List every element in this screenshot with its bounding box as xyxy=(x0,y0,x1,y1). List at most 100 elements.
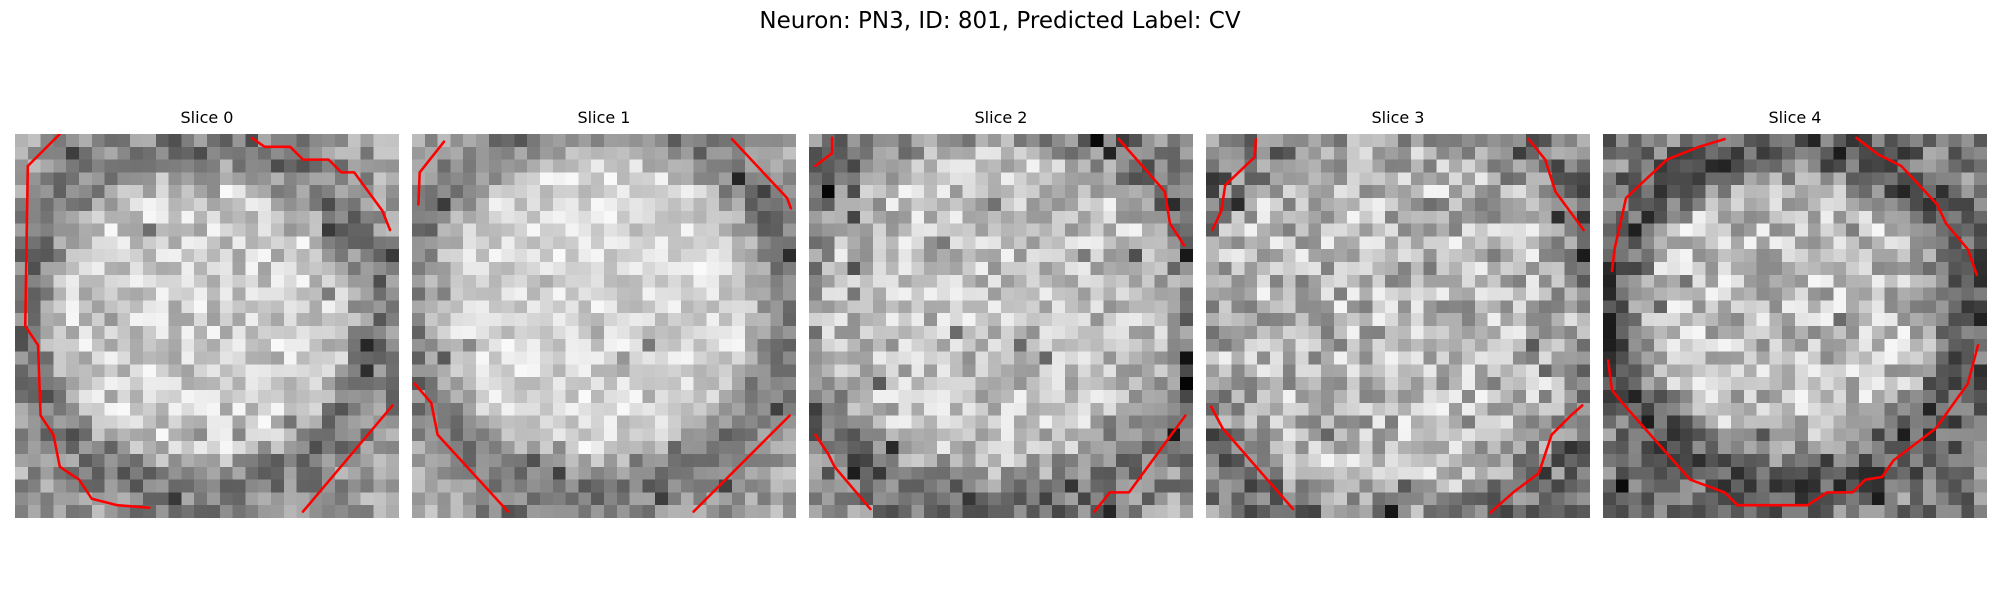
pixel-cell xyxy=(1807,262,1821,276)
pixel-cell xyxy=(655,159,669,173)
pixel-cell xyxy=(809,134,823,148)
pixel-cell xyxy=(1206,505,1220,518)
pixel-cell xyxy=(1743,415,1757,429)
pixel-cell xyxy=(1782,134,1796,148)
pixel-cell xyxy=(873,210,887,224)
pixel-cell xyxy=(309,313,323,327)
pixel-cell xyxy=(463,338,477,352)
pixel-cell xyxy=(1577,134,1590,148)
pixel-cell xyxy=(732,223,746,237)
pixel-cell xyxy=(937,492,951,506)
pixel-cell xyxy=(1628,223,1642,237)
pixel-cell xyxy=(412,210,426,224)
pixel-cell xyxy=(219,402,233,416)
pixel-cell xyxy=(1769,172,1783,186)
pixel-cell xyxy=(1423,313,1437,327)
pixel-cell xyxy=(578,134,592,148)
pixel-cell xyxy=(296,428,310,442)
pixel-cell xyxy=(1334,479,1348,493)
pixel-cell xyxy=(258,262,272,276)
pixel-cell xyxy=(873,249,887,263)
pixel-cell xyxy=(360,390,374,404)
pixel-cell xyxy=(757,466,771,480)
pixel-cell xyxy=(1398,159,1412,173)
pixel-cell xyxy=(1013,466,1027,480)
pixel-cell xyxy=(732,479,746,493)
pixel-cell xyxy=(40,377,54,391)
pixel-cell xyxy=(1743,428,1757,442)
pixel-cell xyxy=(1398,466,1412,480)
pixel-cell xyxy=(40,300,54,314)
pixel-cell xyxy=(809,146,823,160)
pixel-cell xyxy=(1859,274,1873,288)
pixel-cell xyxy=(1013,492,1027,506)
pixel-cell xyxy=(527,505,541,518)
pixel-cell xyxy=(1769,262,1783,276)
pixel-cell xyxy=(604,146,618,160)
pixel-cell xyxy=(424,326,438,340)
pixel-cell xyxy=(591,236,605,250)
pixel-cell xyxy=(1487,505,1501,518)
pixel-cell xyxy=(1500,441,1514,455)
pixel-cell xyxy=(1282,236,1296,250)
pixel-cell xyxy=(437,505,451,518)
pixel-cell xyxy=(143,454,157,468)
pixel-cell xyxy=(258,159,272,173)
pixel-cell xyxy=(834,377,848,391)
pixel-cell xyxy=(1820,402,1834,416)
pixel-cell xyxy=(1257,428,1271,442)
pixel-cell xyxy=(168,415,182,429)
pixel-cell xyxy=(1180,377,1193,391)
pixel-cell xyxy=(1538,185,1552,199)
pixel-cell xyxy=(1206,364,1220,378)
pixel-cell xyxy=(924,210,938,224)
pixel-cell xyxy=(1141,134,1155,148)
pixel-cell xyxy=(219,505,233,518)
pixel-cell xyxy=(924,492,938,506)
pixel-cell xyxy=(335,172,349,186)
pixel-cell xyxy=(1948,428,1962,442)
pixel-cell xyxy=(258,466,272,480)
pixel-cell xyxy=(1654,236,1668,250)
pixel-cell xyxy=(1462,210,1476,224)
pixel-cell xyxy=(296,415,310,429)
pixel-cell xyxy=(1667,249,1681,263)
pixel-cell xyxy=(360,415,374,429)
pixel-cell xyxy=(155,338,169,352)
pixel-cell xyxy=(1321,210,1335,224)
pixel-cell xyxy=(1423,441,1437,455)
pixel-cell xyxy=(1807,185,1821,199)
pixel-cell xyxy=(1487,146,1501,160)
pixel-cell xyxy=(15,492,29,506)
pixel-cell xyxy=(1948,287,1962,301)
pixel-cell xyxy=(834,159,848,173)
pixel-cell xyxy=(552,364,566,378)
pixel-cell xyxy=(962,377,976,391)
pixel-cell xyxy=(1372,454,1386,468)
pixel-cell xyxy=(1295,236,1309,250)
pixel-cell xyxy=(1807,479,1821,493)
pixel-cell xyxy=(642,492,656,506)
pixel-cell xyxy=(309,428,323,442)
pixel-cell xyxy=(1667,300,1681,314)
pixel-cell xyxy=(1372,364,1386,378)
pixel-cell xyxy=(1398,262,1412,276)
pixel-cell xyxy=(552,287,566,301)
pixel-cell xyxy=(1551,262,1565,276)
pixel-cell xyxy=(1513,377,1527,391)
pixel-cell xyxy=(194,441,208,455)
pixel-cell xyxy=(232,479,246,493)
pixel-cell xyxy=(975,172,989,186)
pixel-cell xyxy=(1001,300,1015,314)
pixel-cell xyxy=(744,479,758,493)
pixel-cell xyxy=(1923,351,1937,365)
pixel-cell xyxy=(975,300,989,314)
contour-line xyxy=(1606,343,1980,507)
pixel-cell xyxy=(1449,159,1463,173)
pixel-cell xyxy=(1308,479,1322,493)
pixel-cell xyxy=(1065,287,1079,301)
pixel-cell xyxy=(821,236,835,250)
pixel-cell xyxy=(168,338,182,352)
pixel-cell xyxy=(616,134,630,148)
pixel-cell xyxy=(450,364,464,378)
